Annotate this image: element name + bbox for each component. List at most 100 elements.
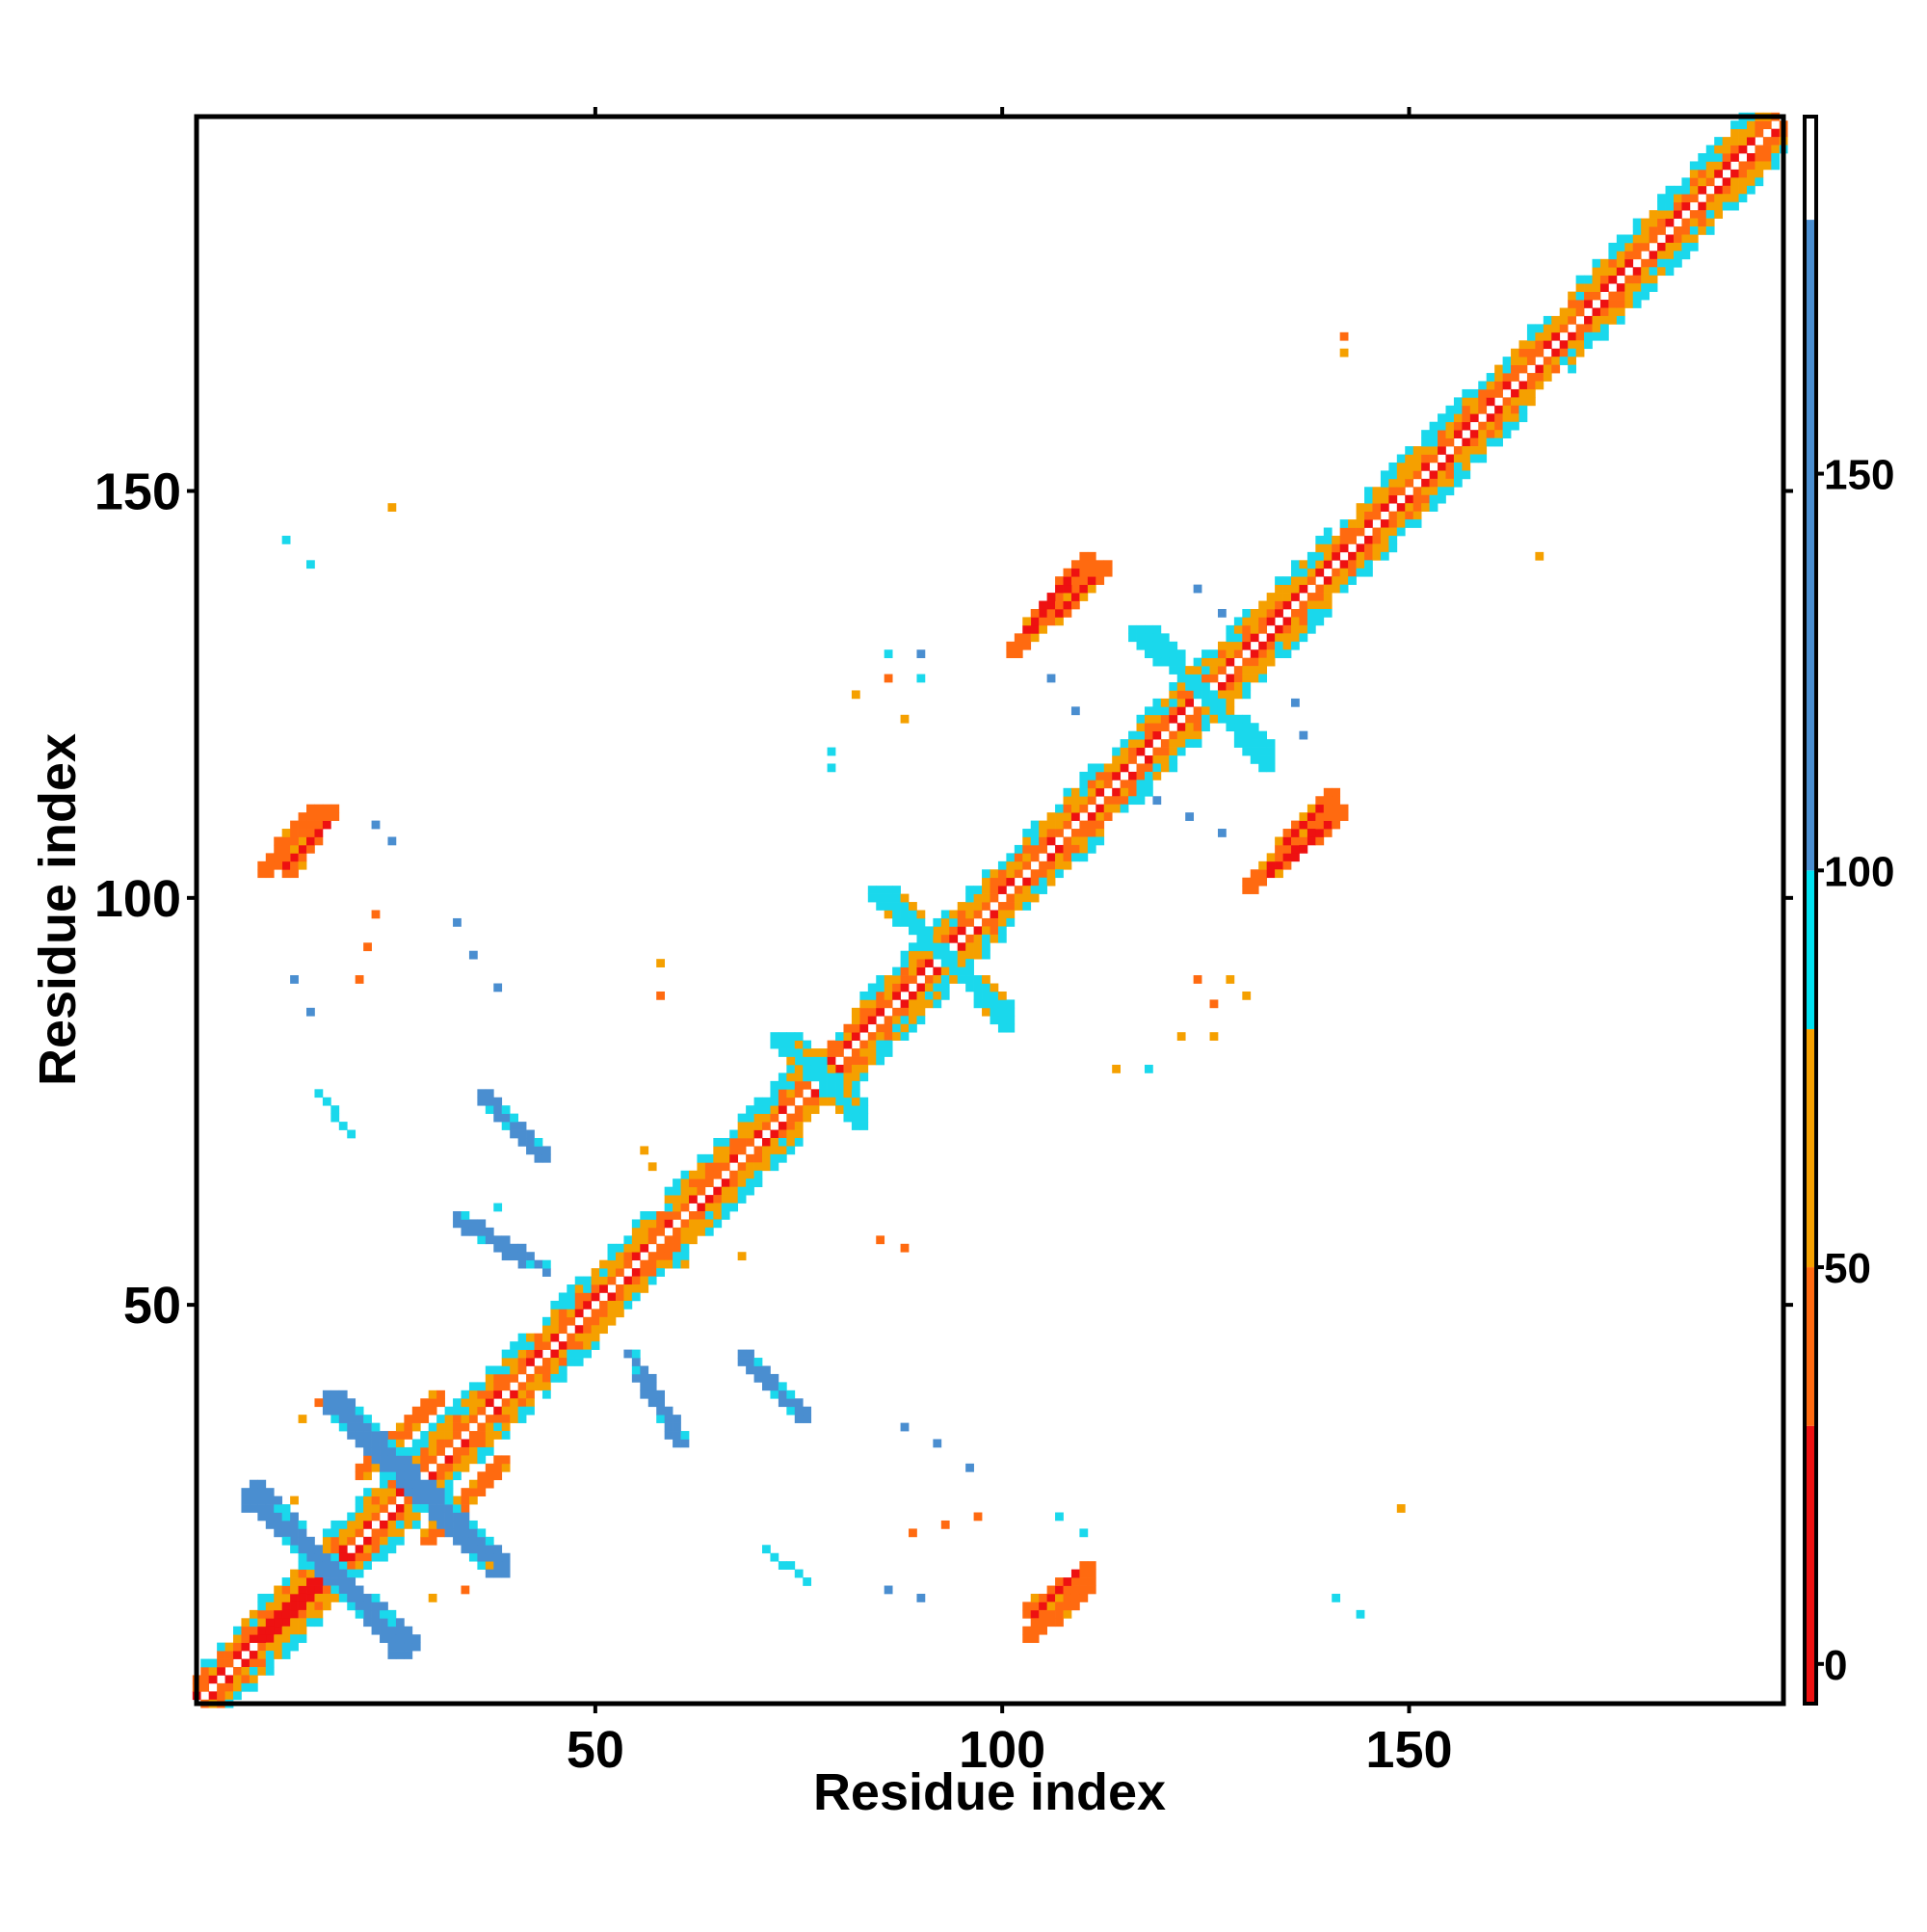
heatmap-cell	[1526, 331, 1536, 341]
heatmap-cell	[1714, 169, 1724, 178]
heatmap-cell	[322, 1528, 331, 1538]
heatmap-cell	[558, 1316, 568, 1326]
heatmap-cell	[1486, 430, 1495, 438]
heatmap-cell	[851, 1105, 860, 1115]
heatmap-cell	[753, 1129, 763, 1139]
heatmap-cell	[770, 1040, 779, 1049]
heatmap-cell	[721, 1137, 730, 1147]
heatmap-cell	[1762, 120, 1772, 130]
heatmap-cell	[461, 1512, 470, 1522]
heatmap-cell	[550, 1365, 560, 1375]
heatmap-cell	[363, 1618, 372, 1628]
heatmap-cell	[1616, 234, 1625, 244]
heatmap-cell	[1307, 829, 1316, 837]
heatmap-cell	[1070, 812, 1080, 821]
heatmap-cell	[1543, 340, 1552, 350]
heatmap-cell	[493, 1431, 503, 1440]
heatmap-cell	[819, 1048, 828, 1057]
heatmap-cell	[541, 1358, 551, 1366]
heatmap-cell	[982, 877, 990, 887]
heatmap-cell	[314, 1593, 324, 1602]
heatmap-cell	[1608, 267, 1618, 277]
heatmap-cell	[477, 1528, 487, 1538]
heatmap-cell	[640, 1227, 649, 1236]
heatmap-cell	[363, 1609, 372, 1619]
heatmap-cell	[786, 1097, 796, 1106]
heatmap-cell	[1673, 201, 1682, 211]
heatmap-cell	[1063, 600, 1072, 610]
heatmap-cell	[1559, 324, 1569, 333]
heatmap-cell	[233, 1682, 242, 1692]
heatmap-cell	[810, 1064, 820, 1073]
heatmap-cell	[1323, 600, 1333, 610]
heatmap-cell	[420, 1495, 430, 1505]
heatmap-cell	[1128, 633, 1137, 643]
heatmap-cell	[1307, 568, 1316, 577]
heatmap-cell	[338, 1122, 348, 1130]
heatmap-cell	[1209, 1032, 1219, 1041]
heatmap-cell	[265, 1601, 275, 1611]
heatmap-cell	[729, 1153, 739, 1163]
heatmap-cell	[371, 1422, 381, 1432]
heatmap-cell	[1323, 804, 1333, 813]
heatmap-cell	[1356, 551, 1365, 561]
heatmap-cell	[1421, 437, 1430, 447]
heatmap-cell	[1299, 730, 1308, 740]
heatmap-cell	[1657, 258, 1666, 268]
heatmap-cell	[1632, 291, 1642, 301]
heatmap-cell	[933, 1439, 942, 1448]
heatmap-cell	[1323, 584, 1333, 594]
heatmap-cell	[1095, 812, 1105, 821]
heatmap-cell	[1185, 674, 1195, 683]
heatmap-cell	[1705, 218, 1715, 227]
heatmap-cell	[916, 959, 926, 967]
heatmap-cell	[1698, 201, 1707, 211]
heatmap-cell	[753, 1365, 763, 1375]
heatmap-cell	[803, 1056, 812, 1066]
heatmap-cell	[1438, 430, 1446, 438]
heatmap-cell	[778, 1032, 787, 1041]
heatmap-cell	[1030, 1626, 1040, 1635]
heatmap-cell	[290, 1577, 299, 1586]
heatmap-cell	[664, 1243, 673, 1253]
heatmap-cell	[436, 1488, 445, 1496]
heatmap-cell	[673, 1431, 681, 1440]
heatmap-cell	[1136, 763, 1146, 773]
heatmap-cell	[1087, 584, 1096, 594]
heatmap-cell	[1030, 1601, 1040, 1611]
heatmap-cell	[1348, 519, 1357, 528]
heatmap-cell	[591, 1276, 600, 1285]
heatmap-cell	[1380, 535, 1389, 544]
heatmap-cell	[550, 1358, 560, 1366]
heatmap-cell	[526, 1382, 535, 1391]
heatmap-cell	[1332, 576, 1341, 586]
heatmap-cell	[778, 1080, 787, 1090]
heatmap-cell	[493, 1471, 503, 1481]
heatmap-cell	[355, 1593, 364, 1602]
heatmap-cell	[1462, 388, 1471, 398]
heatmap-cell	[574, 1276, 584, 1285]
heatmap-cell	[411, 1422, 421, 1432]
heatmap-cell	[810, 1105, 820, 1115]
heatmap-cell	[363, 1593, 372, 1602]
heatmap-cell	[1201, 674, 1210, 683]
heatmap-cell	[924, 926, 934, 936]
heatmap-cell	[713, 1146, 723, 1155]
heatmap-cell	[1438, 462, 1446, 471]
heatmap-cell	[363, 1439, 372, 1448]
heatmap-cell	[1217, 608, 1227, 618]
heatmap-cell	[1063, 1593, 1072, 1602]
heatmap-cell	[1364, 535, 1373, 544]
heatmap-cell	[257, 860, 267, 870]
heatmap-cell	[1315, 600, 1325, 610]
heatmap-cell	[314, 1089, 324, 1098]
heatmap-cell	[892, 1032, 901, 1041]
heatmap-cell	[1511, 397, 1519, 407]
heatmap-cell	[1217, 641, 1227, 650]
heatmap-cell	[468, 1545, 478, 1554]
heatmap-cell	[892, 917, 901, 927]
heatmap-cell	[461, 1415, 470, 1423]
heatmap-cell	[453, 917, 462, 927]
heatmap-cell	[1632, 226, 1642, 235]
